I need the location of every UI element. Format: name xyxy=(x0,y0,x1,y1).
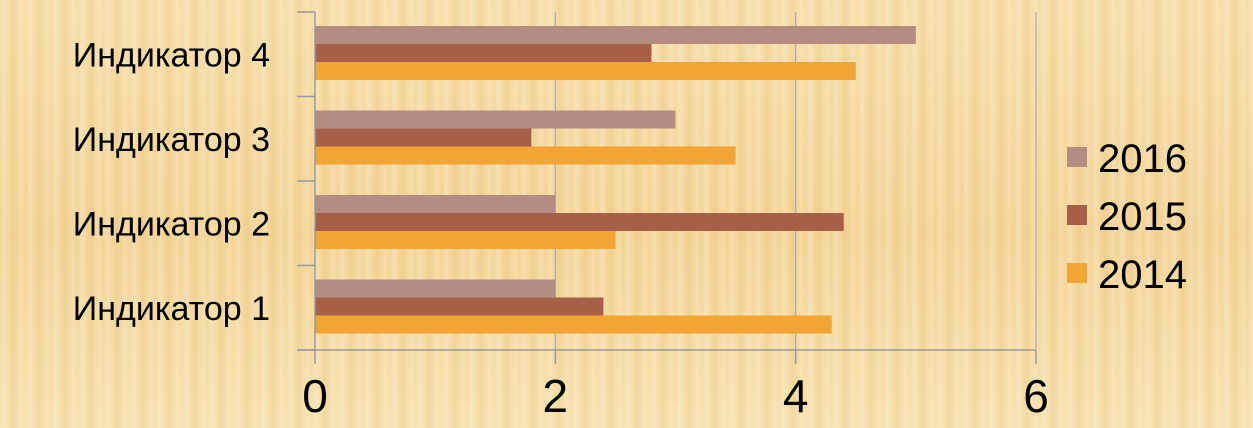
bar-2016-cat-1 xyxy=(315,279,556,298)
bar-2016-cat-4 xyxy=(315,26,916,44)
value-axis-tick-labels: 0 2 4 6 xyxy=(302,370,1049,422)
legend-swatch-2015 xyxy=(1067,205,1087,225)
legend-label-2014: 2014 xyxy=(1098,253,1187,297)
bar-2015-cat-2 xyxy=(315,213,844,231)
bar-series-group xyxy=(315,26,916,334)
legend-label-2016: 2016 xyxy=(1098,137,1187,181)
tick-label-x: 2 xyxy=(543,370,569,422)
bar-2015-cat-4 xyxy=(315,44,652,62)
bar-2015-cat-3 xyxy=(315,128,532,147)
legend-label-2015: 2015 xyxy=(1098,195,1187,239)
bar-2014-cat-2 xyxy=(315,231,616,249)
category-label: Индикатор 4 xyxy=(73,36,270,74)
bar-2014-cat-4 xyxy=(315,62,856,80)
legend-swatch-2016 xyxy=(1067,147,1087,167)
tick-label-x: 4 xyxy=(783,370,809,422)
tick-label-x: 0 xyxy=(302,370,328,422)
legend-swatch-2014 xyxy=(1067,263,1087,283)
legend: 2016 2015 2014 xyxy=(1067,137,1187,297)
bar-2015-cat-1 xyxy=(315,297,604,316)
axes xyxy=(297,11,1037,364)
category-label: Индикатор 2 xyxy=(73,205,270,243)
bar-2014-cat-1 xyxy=(315,315,832,334)
category-label: Индикатор 1 xyxy=(73,290,270,328)
tick-label-x: 6 xyxy=(1023,370,1049,422)
category-axis-labels: Индикатор 1 Индикатор 2 Индикатор 3 Индикат… xyxy=(73,36,270,328)
bar-2016-cat-2 xyxy=(315,195,556,213)
bar-2014-cat-3 xyxy=(315,146,736,165)
category-label: Индикатор 3 xyxy=(73,121,270,159)
bar-2016-cat-3 xyxy=(315,110,676,129)
